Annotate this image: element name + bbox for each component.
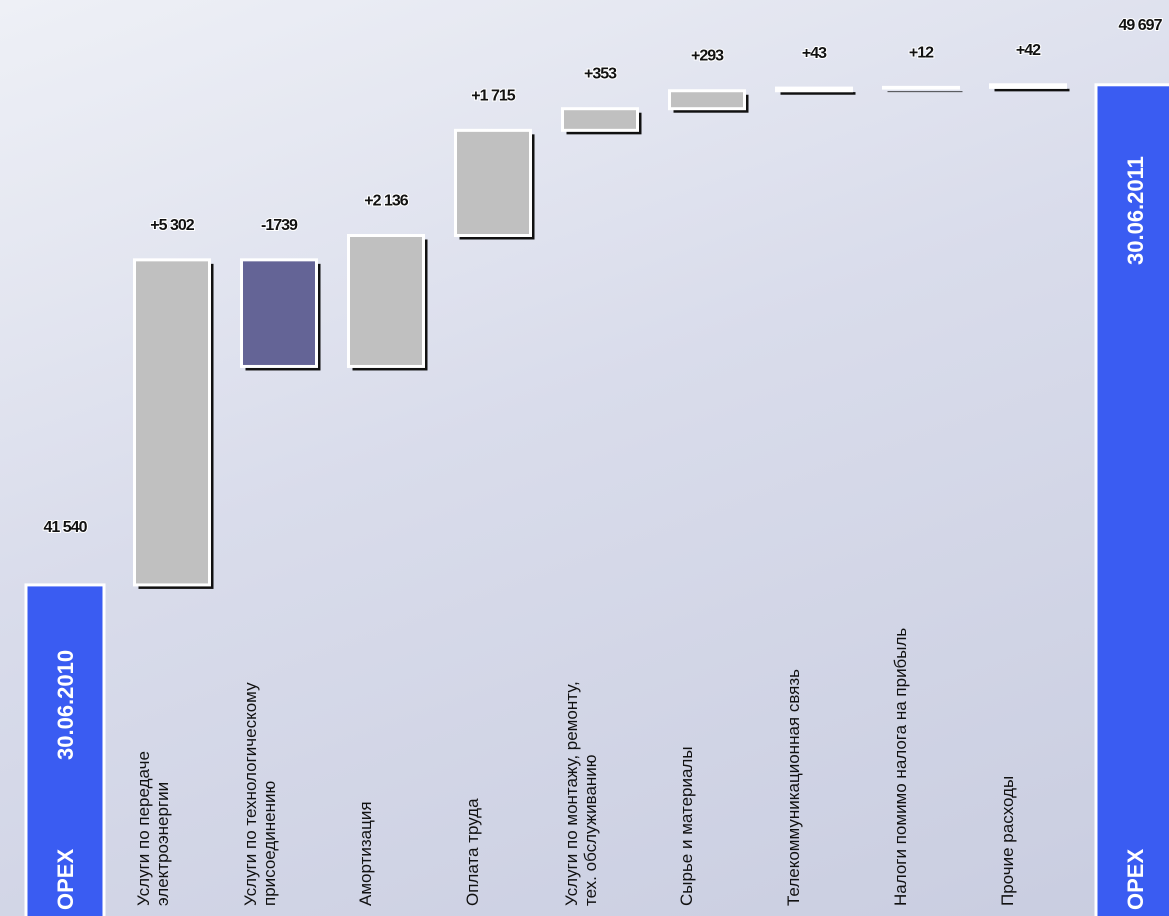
- value-label: 41 540: [44, 519, 88, 536]
- bar-shadow: [780, 92, 856, 95]
- category-label: Оплата труда: [463, 798, 482, 906]
- total-date: 30.06.2010: [53, 650, 78, 760]
- category-label: Амортизация: [356, 801, 375, 906]
- category-label: Налоги помимо налога на прибыль: [891, 627, 910, 906]
- value-label: 49 697: [1119, 17, 1163, 34]
- bar: [240, 258, 318, 368]
- category-label: Услуги по передаче электроэнергии: [134, 751, 172, 906]
- category-label: Прочие расходы: [998, 775, 1017, 906]
- total-bar: [24, 583, 106, 916]
- bar: [775, 86, 853, 93]
- bar: [133, 258, 211, 587]
- bar: [347, 233, 425, 368]
- total-name: OPEX: [53, 849, 78, 910]
- total-bar: [1094, 83, 1169, 916]
- category-label: Сырье и материалы: [677, 746, 696, 906]
- bar: [668, 89, 746, 111]
- bar: [561, 107, 639, 132]
- value-label: +12: [909, 44, 934, 61]
- bar: [454, 128, 532, 237]
- value-label: -1739: [261, 217, 298, 234]
- total-date: 30.06.2011: [1123, 156, 1148, 265]
- bar-shadow: [994, 88, 1070, 92]
- value-label: +1 715: [471, 87, 515, 104]
- bar: [989, 83, 1067, 89]
- value-label: +2 136: [364, 192, 408, 209]
- bar: [882, 85, 960, 90]
- total-name: OPEX: [1123, 849, 1148, 910]
- category-label: Услуги по технологическому присоединению: [241, 682, 279, 906]
- category-label: Телекоммуникационная связь: [784, 668, 803, 906]
- value-label: +5 302: [150, 217, 194, 234]
- value-label: +353: [584, 66, 617, 83]
- bar-shadow: [887, 91, 963, 93]
- value-label: +293: [691, 48, 724, 65]
- value-label: +42: [1016, 42, 1041, 59]
- category-label: Услуги по монтажу, ремонту, тех. обслужи…: [562, 681, 600, 906]
- value-label: +43: [802, 45, 827, 62]
